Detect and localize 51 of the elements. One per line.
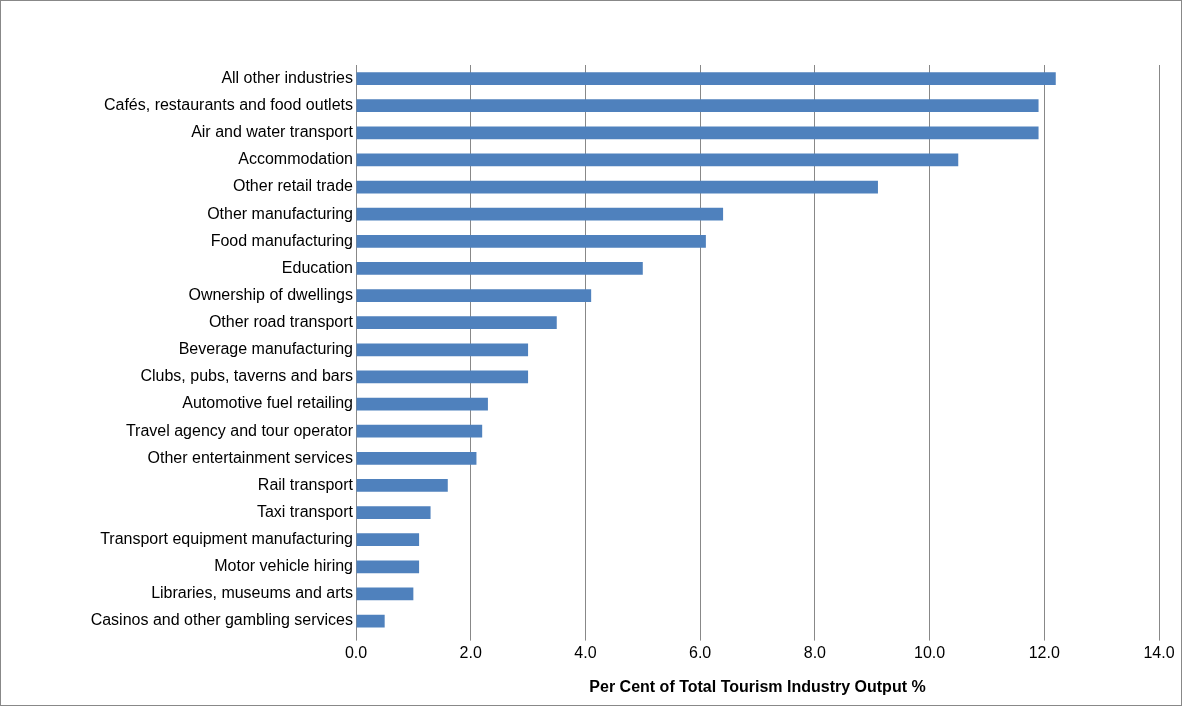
bar (356, 289, 592, 302)
bar (356, 343, 529, 357)
x-tick-label: 2.0 (459, 643, 482, 661)
bar (356, 180, 878, 194)
x-tick-label: 4.0 (574, 643, 597, 661)
y-tick-label: Other road transport (208, 313, 354, 331)
y-tick-label: Ownership of dwellings (188, 285, 353, 303)
x-tick-label: 14.0 (1143, 643, 1175, 661)
bar (356, 99, 1039, 113)
y-tick-label: Transport equipment manufacturing (100, 530, 353, 548)
bar (356, 397, 488, 411)
y-tick-label: Clubs, pubs, taverns and bars (140, 367, 353, 385)
x-tick-label: 8.0 (803, 643, 827, 661)
bar (356, 479, 448, 492)
bar (356, 424, 483, 438)
bar (356, 262, 643, 275)
x-axis-title: Per Cent of Total Tourism Industry Output % (589, 677, 926, 695)
y-tick-label: Taxi transport (256, 502, 354, 520)
bar (356, 207, 724, 221)
x-tick-label: 0.0 (344, 643, 368, 661)
bar (356, 234, 706, 248)
bar (356, 126, 1039, 140)
y-tick-label: All other industries (221, 68, 353, 86)
y-tick-label: Automotive fuel retailing (182, 394, 353, 412)
bar (356, 560, 420, 574)
bar (356, 587, 414, 601)
x-tick-label: 12.0 (1028, 643, 1060, 661)
y-tick-label: Beverage manufacturing (178, 340, 353, 358)
y-tick-label: Other manufacturing (207, 204, 353, 222)
y-tick-label: Motor vehicle hiring (214, 557, 353, 575)
bar (356, 614, 385, 628)
y-tick-label: Rail transport (257, 475, 354, 493)
y-tick-label: Cafés, restaurants and food outlets (103, 96, 353, 114)
bar (356, 153, 959, 167)
y-tick-label: Travel agency and tour operator (125, 421, 354, 439)
bar (356, 533, 420, 547)
bar (356, 316, 557, 330)
y-tick-label: Accommodation (238, 150, 353, 168)
y-tick-label: Libraries, museums and arts (151, 584, 353, 602)
y-tick-label: Food manufacturing (210, 231, 353, 249)
y-tick-label: Education (281, 258, 353, 276)
y-tick-label: Other retail trade (232, 177, 354, 195)
bar (356, 451, 477, 465)
x-tick-label: 6.0 (689, 643, 712, 661)
bar (356, 506, 431, 519)
bar (356, 72, 1056, 85)
y-tick-label: Other entertainment services (147, 448, 353, 466)
x-tick-label: 10.0 (914, 643, 946, 661)
y-tick-label: Casinos and other gambling services (90, 611, 353, 629)
y-tick-label: Air and water transport (191, 123, 354, 141)
bar (356, 370, 529, 384)
